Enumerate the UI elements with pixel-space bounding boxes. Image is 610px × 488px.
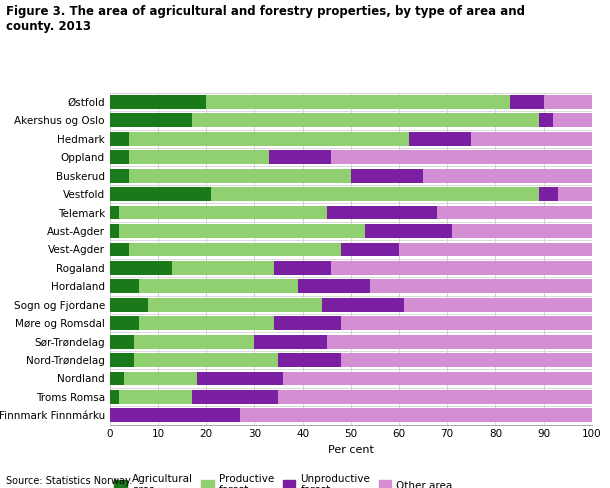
Bar	[173, 261, 274, 275]
Bar	[110, 353, 134, 367]
Bar	[110, 205, 120, 220]
Bar	[110, 243, 129, 256]
Bar	[110, 371, 124, 386]
Bar	[129, 132, 409, 146]
Bar	[134, 353, 278, 367]
Bar	[331, 261, 592, 275]
Bar	[327, 205, 437, 220]
Bar	[553, 114, 592, 127]
Bar	[110, 95, 206, 109]
Bar	[404, 298, 592, 312]
Bar	[437, 205, 592, 220]
Bar	[124, 371, 196, 386]
Bar	[539, 187, 558, 201]
Bar	[134, 335, 254, 348]
Bar	[110, 298, 148, 312]
Bar	[341, 353, 592, 367]
Bar	[129, 150, 269, 164]
Bar	[351, 169, 423, 183]
Bar	[206, 95, 510, 109]
Bar	[110, 169, 129, 183]
Bar	[110, 150, 129, 164]
Bar	[539, 114, 553, 127]
Text: Source: Statistics Norway.: Source: Statistics Norway.	[6, 476, 132, 486]
Bar	[423, 169, 592, 183]
X-axis label: Per cent: Per cent	[328, 445, 374, 455]
Bar	[192, 114, 539, 127]
Bar	[254, 335, 326, 348]
Bar	[120, 390, 192, 404]
Bar	[192, 390, 278, 404]
Bar	[274, 316, 341, 330]
Bar	[129, 243, 341, 256]
Bar	[138, 279, 298, 293]
Bar	[327, 335, 592, 348]
Bar	[370, 279, 592, 293]
Bar	[298, 279, 370, 293]
Bar	[331, 150, 592, 164]
Bar	[110, 132, 129, 146]
Bar	[471, 132, 592, 146]
Bar	[283, 371, 592, 386]
Bar	[558, 187, 592, 201]
Bar	[211, 187, 539, 201]
Bar	[322, 298, 404, 312]
Text: Figure 3. The area of agricultural and forestry properties, by type of area and
: Figure 3. The area of agricultural and f…	[6, 5, 525, 33]
Bar	[274, 261, 331, 275]
Legend: Agricultural
area, Productive
forest, Unproductive
forest, Other area: Agricultural area, Productive forest, Un…	[110, 469, 457, 488]
Bar	[110, 316, 138, 330]
Bar	[110, 335, 134, 348]
Bar	[120, 205, 327, 220]
Bar	[510, 95, 544, 109]
Bar	[341, 243, 399, 256]
Bar	[452, 224, 592, 238]
Bar	[110, 114, 192, 127]
Bar	[110, 261, 173, 275]
Bar	[110, 224, 120, 238]
Bar	[544, 95, 592, 109]
Bar	[138, 316, 274, 330]
Bar	[129, 169, 351, 183]
Bar	[110, 279, 138, 293]
Bar	[399, 243, 592, 256]
Bar	[110, 408, 240, 422]
Bar	[409, 132, 471, 146]
Bar	[196, 371, 283, 386]
Bar	[269, 150, 331, 164]
Bar	[278, 353, 341, 367]
Bar	[341, 316, 592, 330]
Bar	[110, 390, 120, 404]
Bar	[278, 390, 592, 404]
Bar	[365, 224, 452, 238]
Bar	[240, 408, 592, 422]
Bar	[120, 224, 365, 238]
Bar	[110, 187, 211, 201]
Bar	[148, 298, 322, 312]
